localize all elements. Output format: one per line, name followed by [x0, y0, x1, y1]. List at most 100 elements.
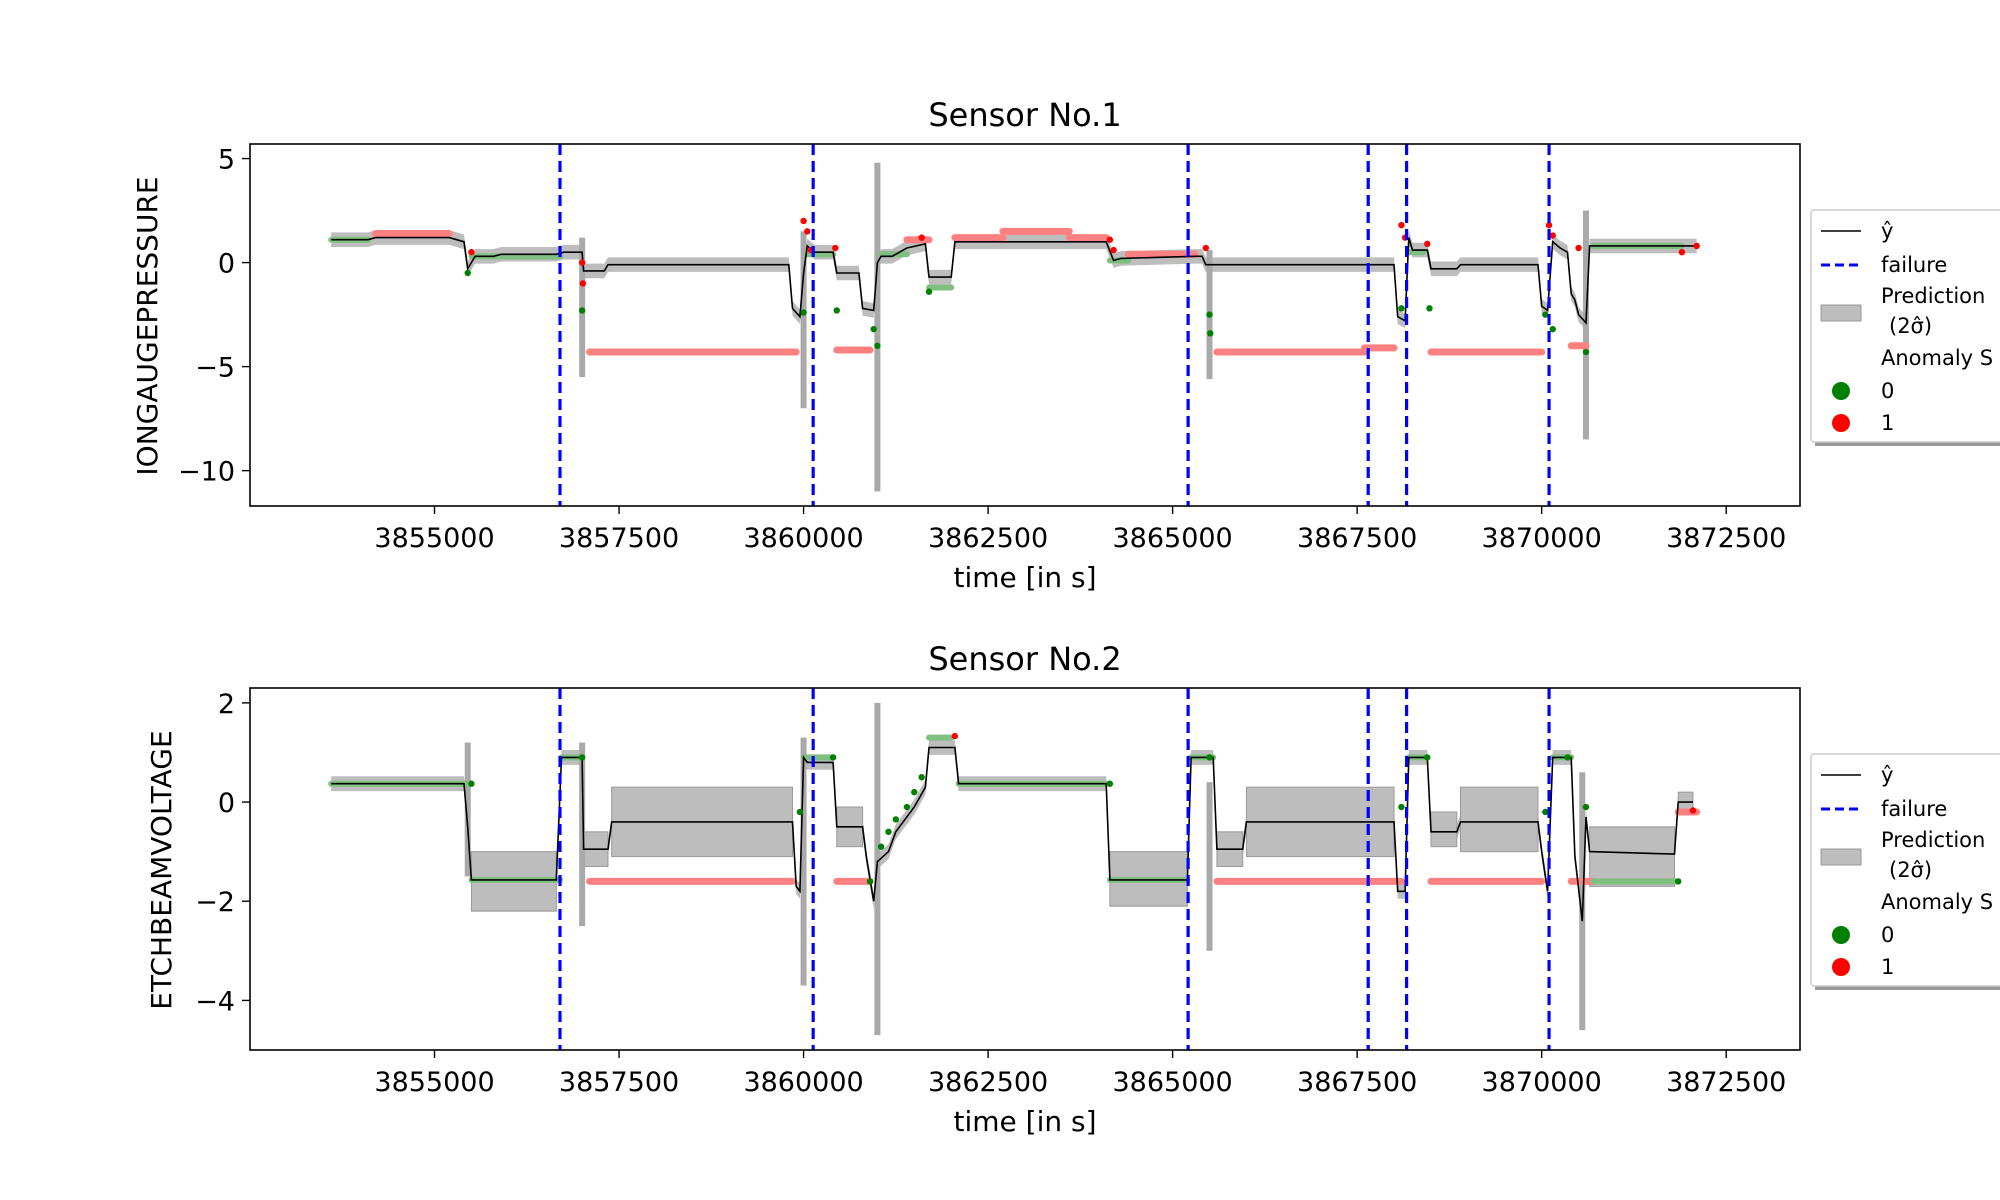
- x-tick-label: 3865000: [1112, 523, 1232, 554]
- legend-yhat-label: ŷ: [1881, 763, 1893, 787]
- anomaly-1-point: [1110, 246, 1117, 254]
- x-tick-label: 3855000: [374, 1067, 494, 1098]
- prediction-band-spike: [1582, 210, 1589, 440]
- legend-prediction-sub: (2σ̂): [1889, 858, 1932, 882]
- anomaly-1-point: [1398, 221, 1405, 229]
- x-ticks: 3855000 3857500 3860000 3862500 3865000 38675…: [374, 1050, 1786, 1098]
- anomaly-1-point: [800, 217, 807, 225]
- legend-prediction-label: Prediction: [1881, 284, 1985, 308]
- anomaly-0-point: [1206, 311, 1213, 318]
- anomaly-1-point: [468, 248, 475, 256]
- anomaly-0-point: [800, 309, 807, 316]
- anomaly-0-point: [1398, 803, 1405, 811]
- legend-class0-label: 0: [1881, 379, 1894, 403]
- y-ticks: 2 0 −2 −4: [195, 689, 250, 1017]
- anomaly-1-point: [1693, 242, 1700, 250]
- anomaly-0-point: [903, 803, 911, 811]
- anomaly-0-point: [911, 788, 918, 796]
- anomaly-0-point: [925, 288, 933, 295]
- subplot-sensor-2: Sensor No.2 ETCHBEAMVOLTAGE time [in s] …: [145, 640, 1801, 1138]
- legend-prediction-swatch: [1820, 848, 1862, 866]
- anomaly-1-point: [951, 732, 959, 740]
- legend-class0-marker: [1832, 926, 1850, 944]
- x-tick-label: 3872500: [1666, 523, 1786, 554]
- x-tick-label: 3855000: [374, 523, 494, 554]
- anomaly-0-point: [1106, 780, 1114, 787]
- anomaly-0-point: [1426, 305, 1433, 312]
- axes-frame: [249, 143, 1801, 507]
- plot-layer: [328, 688, 1701, 1050]
- y-tick-label: 0: [218, 788, 235, 819]
- y-tick-label: 0: [218, 249, 235, 280]
- anomaly-0-point: [877, 843, 885, 850]
- x-tick-label: 3872500: [1666, 1067, 1786, 1098]
- anomaly-0-point: [829, 754, 837, 761]
- legend-class1-label: 1: [1881, 411, 1894, 435]
- anomaly-1-point: [1202, 244, 1210, 252]
- anomaly-0-point: [1542, 808, 1549, 816]
- x-tick-label: 3860000: [743, 523, 863, 554]
- subplot-title: Sensor No.2: [928, 640, 1121, 678]
- anomaly-1-point: [1106, 236, 1114, 243]
- anomaly-1-point: [579, 280, 587, 287]
- y-tick-label: 2: [218, 689, 235, 720]
- x-tick-label: 3870000: [1482, 523, 1602, 554]
- legend-prediction-swatch: [1820, 304, 1862, 322]
- anomaly-1-point: [1689, 807, 1697, 814]
- anomaly-1-point: [1545, 221, 1553, 229]
- anomaly-1-point: [804, 228, 811, 235]
- anomaly-0-point: [1564, 754, 1571, 761]
- yhat-line: [331, 236, 1697, 325]
- prediction-band: [331, 230, 1697, 331]
- x-tick-label: 3867500: [1297, 1067, 1417, 1098]
- legend-prediction-label: Prediction: [1881, 828, 1985, 852]
- x-tick-label: 3857500: [559, 1067, 679, 1098]
- legend-class0-label: 0: [1881, 923, 1894, 947]
- anomaly-0-point: [892, 816, 900, 823]
- prediction-band-spike: [1206, 782, 1213, 951]
- plot-area: [328, 688, 1701, 1050]
- prediction-band-block: [1589, 826, 1676, 887]
- x-axis-label: time [in s]: [953, 561, 1096, 594]
- anomaly-0-point: [1207, 330, 1214, 337]
- anomaly-1-point: [1575, 244, 1582, 252]
- legend-failure-label: failure: [1881, 797, 1947, 821]
- x-tick-label: 3865000: [1112, 1067, 1232, 1098]
- anomaly-0-point: [918, 774, 925, 781]
- legend-box: [1810, 209, 2000, 443]
- anomaly-0-point: [578, 307, 586, 314]
- prediction-band-spike: [800, 737, 807, 986]
- y-tick-label: −10: [178, 457, 235, 488]
- anomaly-0-point: [578, 754, 586, 761]
- plot-area: [328, 144, 1700, 506]
- anomaly-0-point: [1206, 754, 1213, 761]
- x-tick-label: 3867500: [1297, 523, 1417, 554]
- legend-prediction-sub: (2σ̂): [1889, 314, 1932, 338]
- prediction-band-spike: [874, 162, 881, 492]
- anomaly-0-point: [464, 269, 471, 277]
- prediction-band-block: [1430, 811, 1458, 848]
- anomaly-0-point: [885, 828, 892, 836]
- anomaly-0-point: [833, 307, 840, 314]
- x-tick-label: 3862500: [928, 523, 1048, 554]
- anomaly-0-point: [1398, 305, 1405, 312]
- yhat-line: [331, 746, 1693, 922]
- anomaly-0-point: [796, 808, 804, 816]
- prediction-band-spike: [464, 742, 471, 877]
- legend: ŷ failure Prediction (2σ̂) Anomaly S 0 1: [1810, 753, 2000, 990]
- x-ticks: 3855000 3857500 3860000 3862500 3865000 38675…: [374, 506, 1786, 554]
- y-tick-label: −2: [195, 887, 235, 918]
- legend-anomaly-title: Anomaly S: [1881, 890, 1993, 914]
- y-axis-label: IONGAUGEPRESSURE: [131, 176, 164, 475]
- anomaly-0-point: [870, 325, 877, 333]
- anomaly-1-point: [578, 259, 586, 266]
- legend-failure-label: failure: [1881, 253, 1947, 277]
- anomaly-0-point: [874, 342, 881, 350]
- legend-class1-marker: [1832, 414, 1850, 432]
- legend-anomaly-title: Anomaly S: [1881, 346, 1993, 370]
- anomaly-1-point: [1424, 240, 1431, 248]
- legend-class1-marker: [1832, 958, 1850, 976]
- y-axis-label: ETCHBEAMVOLTAGE: [145, 730, 178, 1009]
- anomaly-0-point: [1675, 878, 1682, 885]
